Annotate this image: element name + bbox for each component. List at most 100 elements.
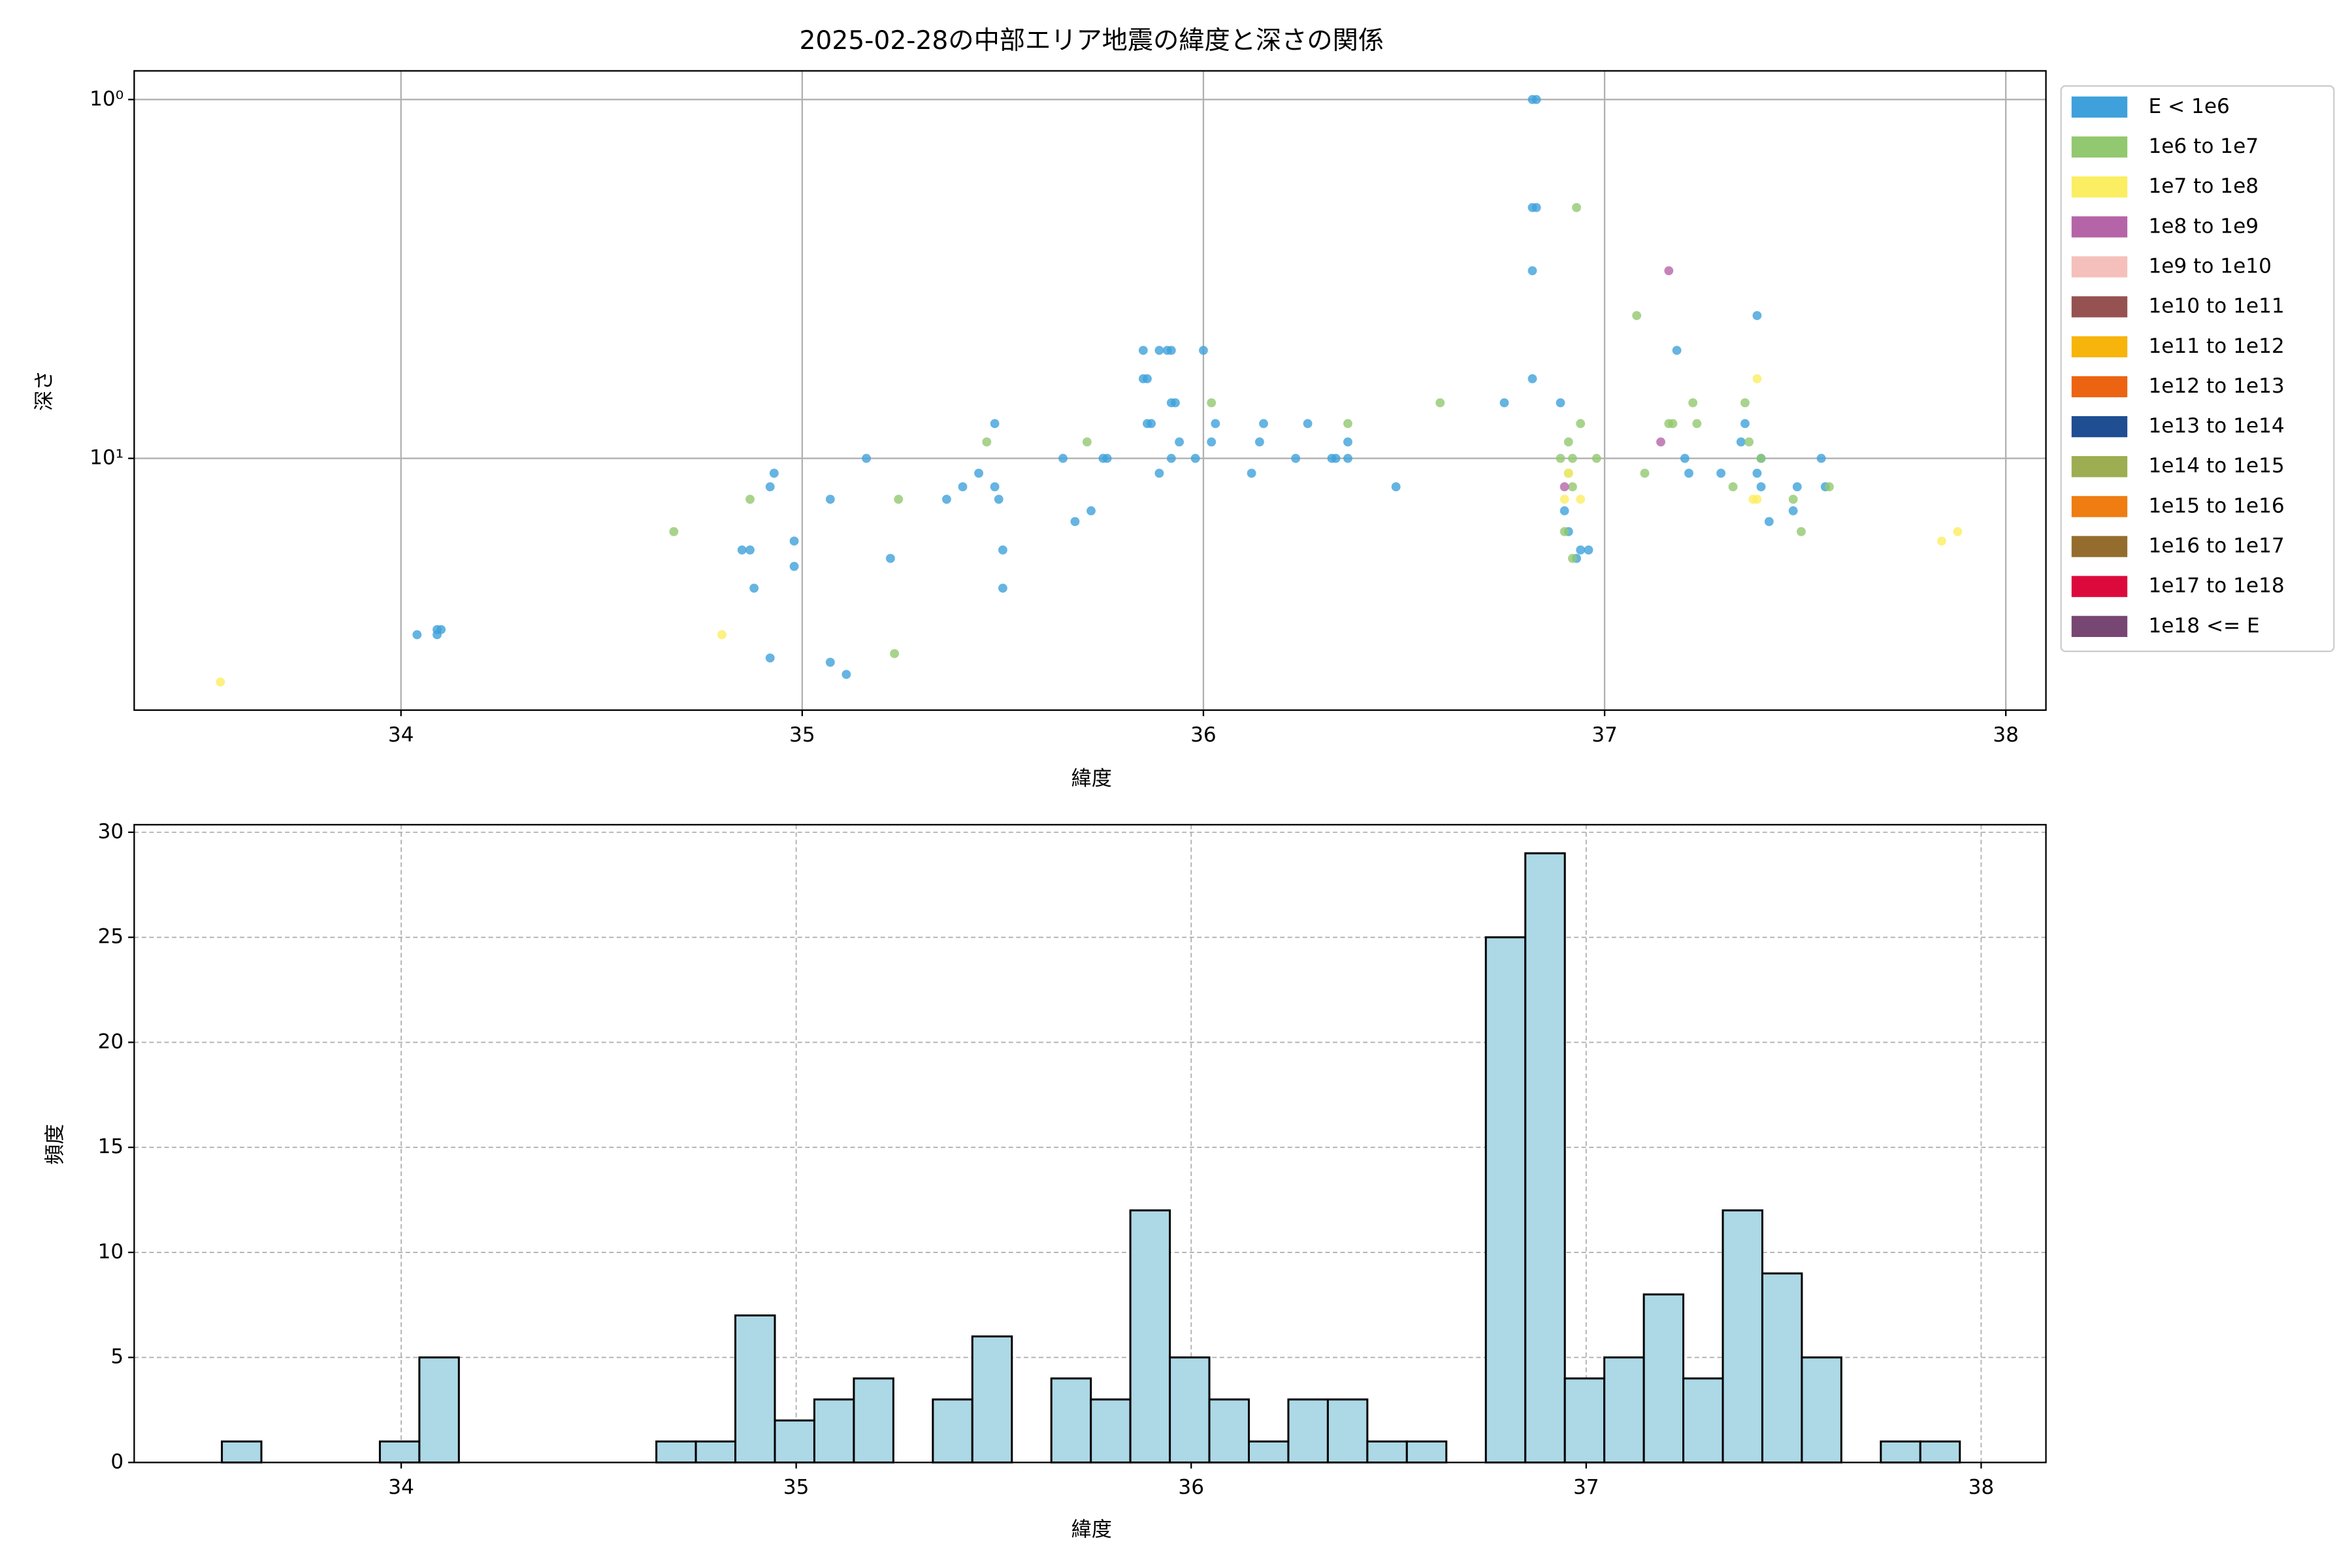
scatter-point bbox=[894, 495, 904, 504]
histogram-bar bbox=[1090, 1398, 1132, 1463]
legend-label: 1e13 to 1e14 bbox=[2148, 414, 2284, 438]
legend-label: 1e16 to 1e17 bbox=[2148, 534, 2284, 558]
x-axis-label: 緯度 bbox=[1071, 1518, 1112, 1541]
y-tick-label: 5 bbox=[110, 1345, 123, 1369]
scatter-point bbox=[1171, 398, 1180, 408]
scatter-point bbox=[862, 453, 872, 463]
scatter-point bbox=[1716, 468, 1726, 478]
scatter-point bbox=[1728, 482, 1738, 491]
scatter-point bbox=[1560, 527, 1569, 536]
legend-label: E < 1e6 bbox=[2148, 95, 2229, 118]
y-tick-label: 20 bbox=[98, 1030, 124, 1053]
scatter-point bbox=[1531, 203, 1541, 212]
scatter-point bbox=[1788, 495, 1798, 504]
scatter-point bbox=[789, 536, 799, 546]
legend-swatch bbox=[2071, 136, 2128, 158]
scatter-point bbox=[1592, 453, 1601, 463]
scatter-point bbox=[717, 630, 727, 640]
legend-swatch bbox=[2071, 576, 2128, 597]
histogram-bar bbox=[1248, 1440, 1290, 1463]
histogram-bar bbox=[1801, 1356, 1842, 1463]
scatter-point bbox=[216, 677, 225, 687]
legend-swatch bbox=[2071, 376, 2128, 398]
histogram-bar bbox=[1484, 936, 1527, 1463]
scatter-point bbox=[1166, 346, 1176, 355]
scatter-point bbox=[1816, 453, 1826, 463]
legend-label: 1e6 to 1e7 bbox=[2148, 135, 2259, 158]
histogram-bar bbox=[221, 1440, 263, 1463]
scatter-point bbox=[1560, 482, 1569, 491]
legend-label: 1e17 to 1e18 bbox=[2148, 574, 2284, 598]
histogram-bar bbox=[378, 1440, 421, 1463]
legend-label: 1e12 to 1e13 bbox=[2148, 374, 2284, 398]
scatter-point bbox=[1936, 536, 1946, 546]
legend-label: 1e18 <= E bbox=[2148, 614, 2259, 638]
scatter-point bbox=[982, 437, 992, 447]
scatter-point bbox=[1190, 453, 1200, 463]
histogram-bar bbox=[1050, 1377, 1092, 1463]
x-tick-label: 38 bbox=[1993, 723, 2019, 747]
histogram-bar bbox=[1603, 1356, 1645, 1463]
scatter-point bbox=[1166, 453, 1176, 463]
y-tick-label: 30 bbox=[98, 820, 124, 843]
legend-swatch bbox=[2071, 336, 2128, 357]
x-tick-label: 38 bbox=[1968, 1476, 1995, 1499]
legend-swatch bbox=[2071, 256, 2128, 278]
scatter-point bbox=[1086, 506, 1096, 515]
x-tick-label: 36 bbox=[1178, 1476, 1204, 1499]
histogram-bar bbox=[1366, 1440, 1408, 1463]
x-axis-label: 緯度 bbox=[1071, 767, 1112, 791]
scatter-point bbox=[998, 545, 1007, 555]
histogram-bar bbox=[1880, 1440, 1921, 1463]
scatter-point bbox=[1303, 419, 1313, 429]
legend-swatch bbox=[2071, 416, 2128, 438]
scatter-point bbox=[1788, 506, 1798, 515]
x-tick-label: 34 bbox=[388, 1476, 414, 1499]
scatter-point bbox=[1953, 527, 1963, 536]
histogram-bar bbox=[1129, 1209, 1171, 1463]
legend-swatch bbox=[2071, 216, 2128, 238]
legend-label: 1e15 to 1e16 bbox=[2148, 494, 2284, 517]
scatter-point bbox=[1567, 553, 1577, 563]
histogram-bar bbox=[1563, 1377, 1606, 1463]
scatter-point bbox=[1797, 527, 1806, 536]
scatter-point bbox=[958, 482, 968, 491]
y-axis-label: 深さ bbox=[33, 370, 56, 411]
histogram-bar bbox=[1919, 1440, 1961, 1463]
legend-label: 1e9 to 1e10 bbox=[2148, 254, 2271, 278]
scatter-point bbox=[1199, 346, 1208, 355]
scatter-point bbox=[1207, 398, 1217, 408]
scatter-point bbox=[825, 495, 835, 504]
x-tick-label: 37 bbox=[1573, 1476, 1599, 1499]
histogram-bar bbox=[813, 1398, 855, 1463]
plot-frame bbox=[133, 824, 2047, 1463]
scatter-point bbox=[1391, 482, 1401, 491]
histogram-bar bbox=[1405, 1440, 1448, 1463]
scatter-point bbox=[1527, 266, 1537, 276]
scatter-point bbox=[1147, 419, 1156, 429]
scatter-point bbox=[765, 482, 775, 491]
scatter-point bbox=[745, 545, 755, 555]
histogram-bar bbox=[1642, 1293, 1685, 1463]
scatter-point bbox=[1740, 419, 1750, 429]
scatter-point bbox=[1752, 311, 1762, 320]
scatter-point bbox=[1560, 506, 1569, 515]
scatter-point bbox=[1058, 453, 1068, 463]
scatter-point bbox=[1211, 419, 1220, 429]
scatter-point bbox=[737, 545, 747, 555]
legend-swatch bbox=[2071, 496, 2128, 517]
scatter-point bbox=[990, 482, 1000, 491]
histogram-bar bbox=[932, 1398, 973, 1463]
scatter-point bbox=[1435, 398, 1445, 408]
scatter-point bbox=[1175, 437, 1184, 447]
y-tick-label: 0 bbox=[110, 1450, 123, 1473]
scatter-point bbox=[1576, 495, 1586, 504]
legend-label: 1e10 to 1e11 bbox=[2148, 295, 2284, 318]
scatter-point bbox=[769, 468, 779, 478]
legend-label: 1e7 to 1e8 bbox=[2148, 174, 2259, 198]
histogram-bar bbox=[1287, 1398, 1329, 1463]
legend-swatch bbox=[2071, 615, 2128, 637]
scatter-point bbox=[1070, 517, 1080, 527]
scatter-point bbox=[990, 419, 1000, 429]
